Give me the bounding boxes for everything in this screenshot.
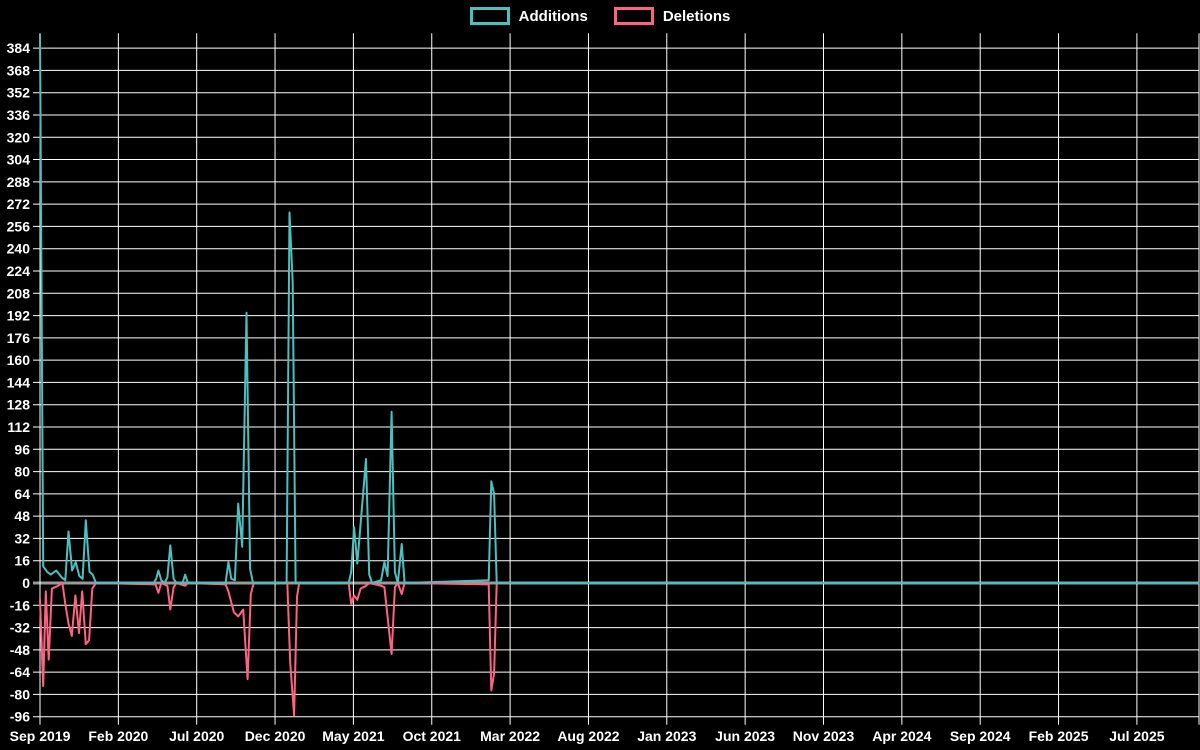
additions-line[interactable] — [39, 33, 1200, 584]
x-axis-tick-label: Apr 2024 — [872, 728, 931, 744]
y-axis-tick-label: 64 — [14, 486, 30, 502]
x-axis-tick-label: Jul 2020 — [169, 728, 224, 744]
y-axis-tick-label: 240 — [7, 241, 31, 257]
x-axis-tick-label: Aug 2022 — [557, 728, 619, 744]
x-axis-tick-label: Dec 2020 — [245, 728, 306, 744]
y-axis-tick-label: 160 — [7, 352, 31, 368]
y-axis-tick-label: -80 — [10, 686, 30, 702]
y-axis-tick-label: 352 — [7, 85, 31, 101]
legend-label-additions: Additions — [518, 7, 588, 25]
x-axis-tick-label: Nov 2023 — [793, 728, 855, 744]
legend-item-additions[interactable]: Additions — [469, 7, 588, 25]
x-axis-tick-label: Mar 2022 — [480, 728, 540, 744]
y-axis-tick-label: 48 — [14, 508, 30, 524]
deletions-swatch-icon — [613, 7, 654, 25]
y-axis-tick-label: 256 — [7, 218, 31, 234]
chart-legend: Additions Deletions — [0, 7, 1200, 25]
y-axis-tick-label: 0 — [22, 575, 30, 591]
x-axis-tick-label: Jun 2023 — [715, 728, 775, 744]
x-axis-tick-label: Sep 2019 — [10, 728, 71, 744]
y-axis-tick-label: -16 — [10, 597, 30, 613]
additions-swatch-icon — [469, 7, 510, 25]
y-axis-tick-label: 384 — [7, 40, 31, 56]
legend-item-deletions[interactable]: Deletions — [613, 7, 731, 25]
y-axis-tick-label: 320 — [7, 129, 31, 145]
y-axis-tick-label: 112 — [7, 419, 30, 435]
x-axis-tick-label: Jul 2025 — [1109, 728, 1164, 744]
legend-label-deletions: Deletions — [662, 7, 731, 25]
y-axis-tick-label: 304 — [7, 152, 31, 168]
y-axis-tick-label: 208 — [7, 285, 31, 301]
x-axis-tick-label: Feb 2025 — [1029, 728, 1089, 744]
y-axis-tick-label: 96 — [14, 441, 30, 457]
y-axis-tick-label: 368 — [7, 62, 31, 78]
y-axis-tick-label: -48 — [10, 642, 30, 658]
y-axis-tick-label: 16 — [14, 553, 30, 569]
y-axis-tick-label: 224 — [7, 263, 31, 279]
y-axis-tick-label: 32 — [14, 530, 30, 546]
x-axis-tick-label: Sep 2024 — [950, 728, 1011, 744]
y-axis-tick-label: 144 — [7, 374, 31, 390]
x-axis-tick-label: May 2021 — [322, 728, 384, 744]
y-axis-tick-label: 176 — [7, 330, 31, 346]
deletions-line[interactable] — [39, 582, 1200, 717]
x-axis-tick-label: Feb 2020 — [88, 728, 148, 744]
y-axis-tick-label: -32 — [10, 620, 30, 636]
y-axis-tick-label: -64 — [10, 664, 30, 680]
y-axis-tick-label: 272 — [7, 196, 31, 212]
y-axis-tick-label: -96 — [10, 709, 30, 725]
x-axis-tick-label: Jan 2023 — [637, 728, 696, 744]
y-axis-tick-label: 288 — [7, 174, 31, 190]
y-axis-tick-label: 80 — [14, 464, 30, 480]
y-axis-tick-label: 336 — [7, 107, 31, 123]
y-axis-tick-label: 128 — [7, 397, 31, 413]
y-axis-tick-label: 192 — [7, 308, 31, 324]
x-axis-tick-label: Oct 2021 — [403, 728, 462, 744]
